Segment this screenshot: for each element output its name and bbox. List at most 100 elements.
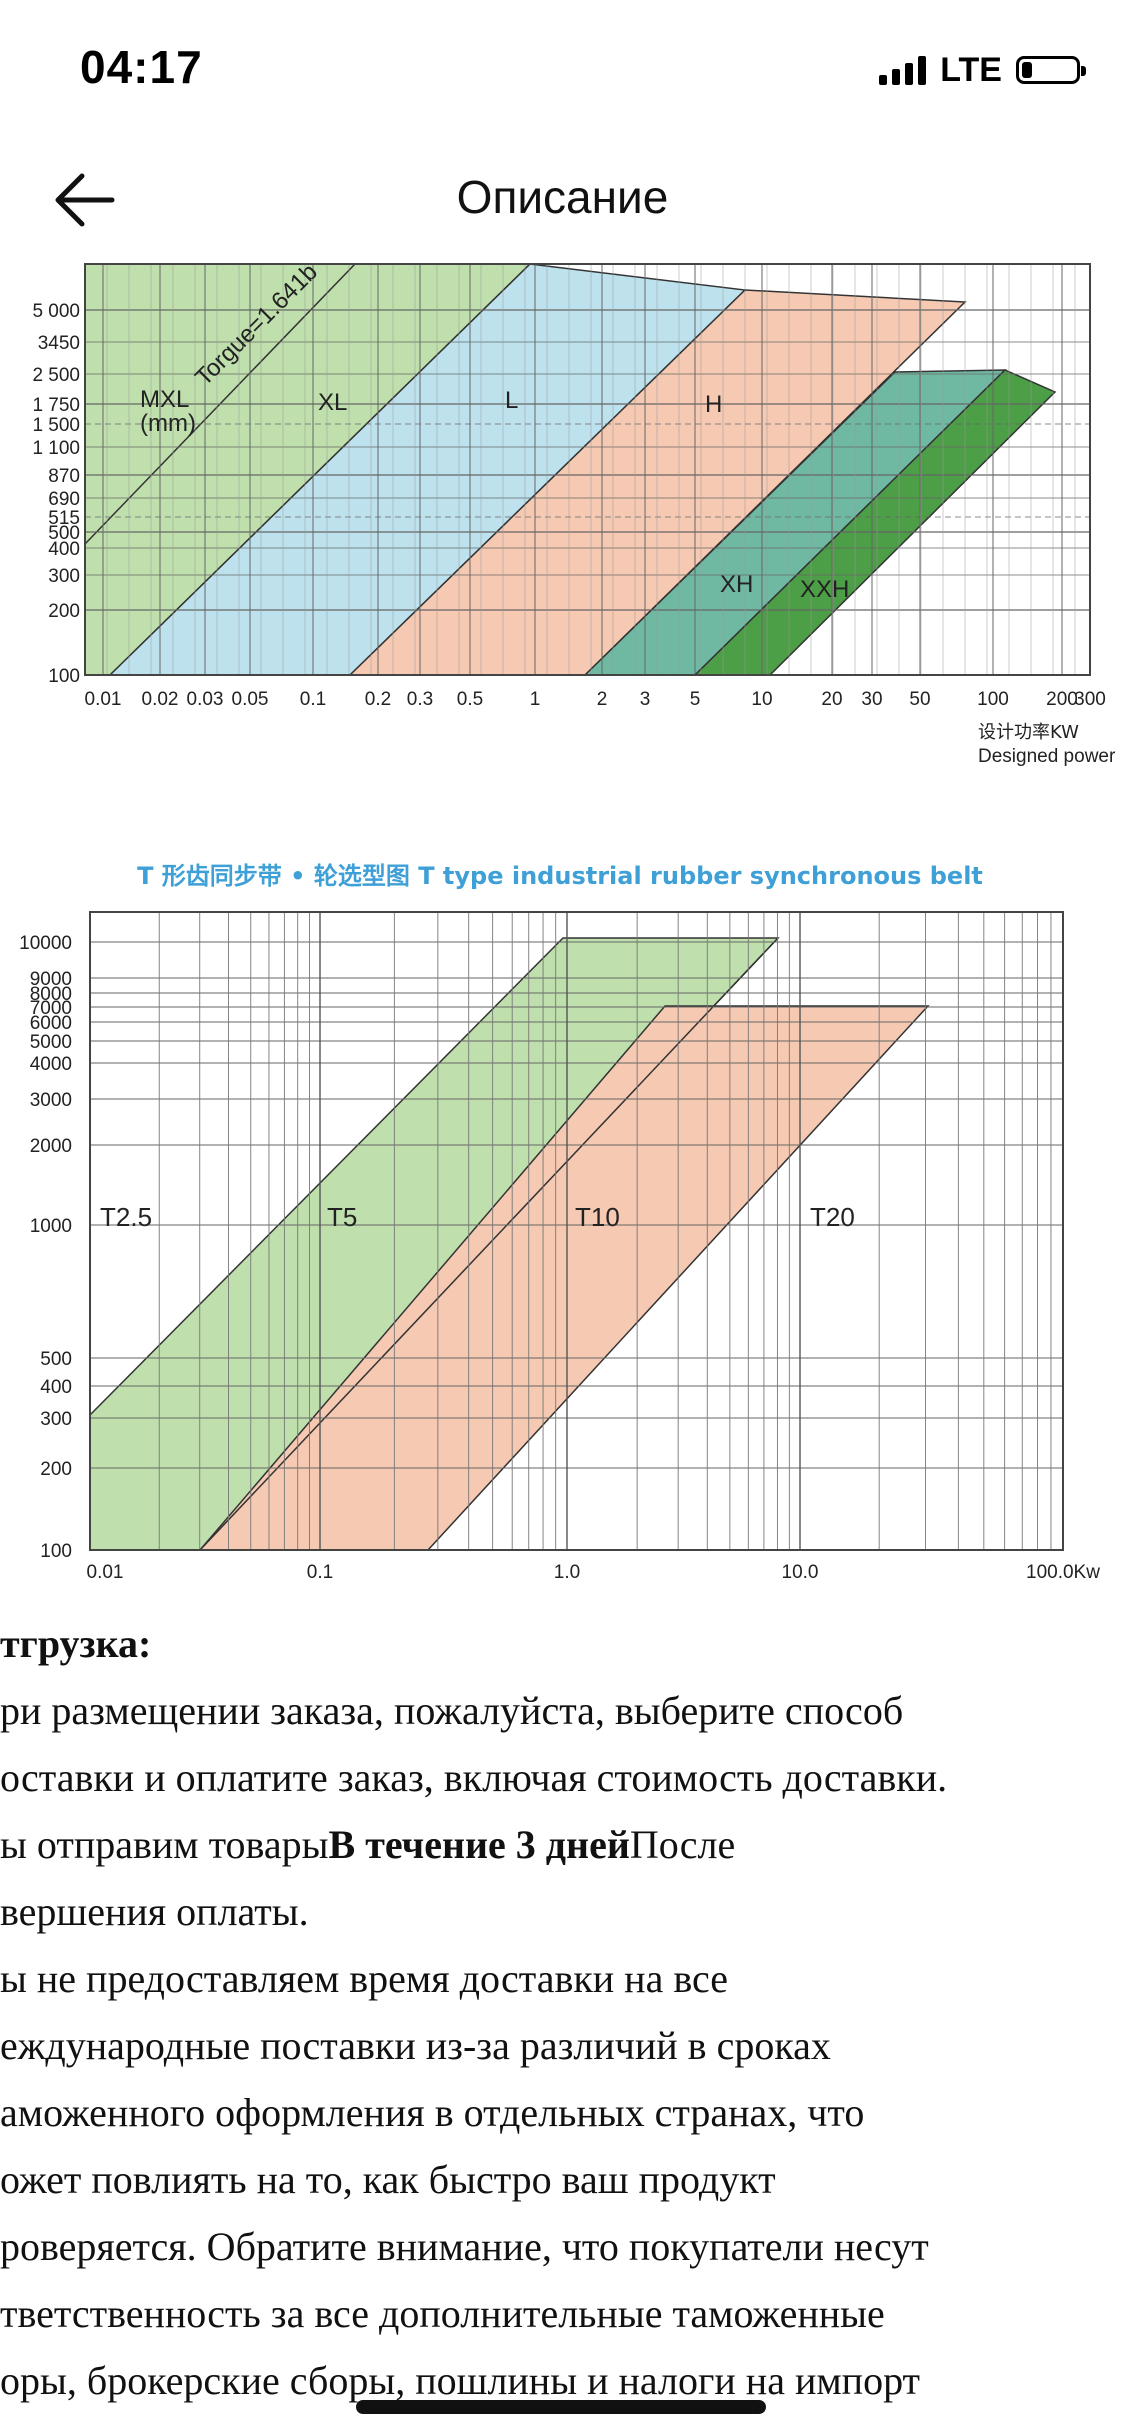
y-tick-label: 3450 — [38, 333, 80, 354]
band-label: T10 — [575, 1202, 620, 1232]
y-tick-label: 1 750 — [32, 395, 80, 416]
y-tick-label: 690 — [48, 489, 80, 510]
x-tick-label: 2 — [597, 689, 608, 710]
y-tick-label: 100 — [48, 666, 80, 687]
band-label: L — [505, 387, 518, 414]
band-label: H — [705, 391, 722, 418]
x-tick-label: 0.03 — [187, 689, 224, 710]
text-line: роверяется. Обратите внимание, что покуп… — [0, 2224, 929, 2269]
x-tick-label: 0.1 — [307, 1562, 333, 1583]
y-tick-label: 300 — [40, 1409, 72, 1430]
y-tick-label: 5000 — [30, 1032, 72, 1053]
text-line: оставки и оплатите заказ, включая стоимо… — [0, 1755, 948, 1800]
status-time: 04:17 — [80, 41, 203, 93]
shipping-description: тгрузка: ри размещении заказа, пожалуйст… — [0, 1610, 1125, 2436]
text-line: ожет повлиять на то, как быстро ваш прод… — [0, 2157, 776, 2202]
text-line: еждународные поставки из-за различий в с… — [0, 2023, 831, 2068]
x-tick-label: 200 — [1046, 689, 1078, 710]
y-tick-label: 870 — [48, 466, 80, 487]
x-tick-label: 0.2 — [365, 689, 391, 710]
text-line: вершения оплаты. — [0, 1889, 309, 1934]
y-tick-label: 1 500 — [32, 415, 80, 436]
page-title: Описание — [456, 171, 669, 223]
y-tick-label: 100 — [40, 1541, 72, 1562]
battery-icon — [1016, 56, 1086, 84]
x-axis-label-en: Designed power — [978, 746, 1116, 767]
text-line: ы отправим товарыВ течение 3 днейПосле — [0, 1811, 1125, 1878]
y-tick-label: 400 — [48, 539, 80, 560]
y-tick-label: 400 — [40, 1377, 72, 1398]
y-tick-label: 10000 — [19, 933, 72, 954]
text-line: оры, брокерские сборы, пошлины и налоги … — [0, 2358, 921, 2403]
x-tick-label: 1 — [530, 689, 541, 710]
shipping-time-highlight: В течение 3 дней — [328, 1822, 630, 1867]
plot-frame — [89, 911, 1064, 1551]
y-tick-label: 200 — [40, 1459, 72, 1480]
y-tick-label: 8000 — [30, 984, 72, 1005]
signal-icon — [879, 55, 927, 85]
plot-frame — [84, 263, 1091, 676]
band-label: XH — [720, 571, 753, 598]
y-tick-label: 500 — [48, 523, 80, 544]
y-tick-label: 6000 — [30, 1013, 72, 1034]
x-tick-label: 50 — [909, 689, 930, 710]
x-tick-label: 0.05 — [232, 689, 269, 710]
y-tick-label: 515 — [48, 508, 80, 529]
x-tick-label: 0.01 — [87, 1562, 124, 1583]
x-tick-label: 100.0Kw — [1026, 1562, 1100, 1583]
y-tick-label: 4000 — [30, 1054, 72, 1075]
x-tick-label: 1.0 — [554, 1562, 580, 1583]
text-line: ри размещении заказа, пожалуйста, выбери… — [0, 1688, 904, 1733]
x-axis-label-cn: 设计功率KW — [978, 722, 1079, 743]
x-tick-label: 30 — [861, 689, 882, 710]
x-tick-label: 300 — [1074, 689, 1106, 710]
band-label: T20 — [810, 1202, 855, 1232]
shipping-heading: тгрузка: — [0, 1621, 152, 1666]
y-tick-label: 2000 — [30, 1136, 72, 1157]
text-span: После — [629, 1822, 736, 1867]
belt-selection-chart-2: T 形齿同步带 • 轮选型图 T type industrial rubber … — [19, 862, 1100, 1583]
y-tick-label: 200 — [48, 601, 80, 622]
x-tick-label: 10.0 — [782, 1562, 819, 1583]
text-span: ы отправим товары — [0, 1822, 329, 1867]
x-tick-label: 100 — [977, 689, 1009, 710]
band-edge — [199, 937, 779, 1551]
text-line: аможенного оформления в отдельных страна… — [0, 2090, 865, 2135]
y-tick-label: 2 500 — [32, 365, 80, 386]
x-tick-label: 0.5 — [457, 689, 483, 710]
status-icons: LTE — [879, 48, 1086, 92]
band-label: XXH — [800, 576, 849, 603]
y-tick-label: 300 — [48, 566, 80, 587]
x-tick-label: 0.01 — [85, 689, 122, 710]
x-tick-label: 0.3 — [407, 689, 433, 710]
y-tick-label: 9000 — [30, 969, 72, 990]
band-label: T5 — [327, 1202, 357, 1232]
y-tick-label: 1 100 — [32, 438, 80, 459]
network-type: LTE — [940, 50, 1002, 89]
home-indicator — [356, 2400, 766, 2414]
chart2-title: T 形齿同步带 • 轮选型图 T type industrial rubber … — [137, 862, 983, 890]
band-label: MXL — [140, 386, 189, 413]
battery-level — [1022, 62, 1033, 78]
arrow-left-icon — [55, 173, 115, 227]
y-tick-label: 3000 — [30, 1090, 72, 1111]
back-button[interactable] — [50, 170, 120, 230]
x-tick-label: 0.02 — [142, 689, 179, 710]
nav-bar: Описание — [0, 140, 1125, 260]
text-line: ы не предоставляем время доставки на все — [0, 1956, 728, 2001]
x-tick-label: 5 — [690, 689, 701, 710]
band-label: T2.5 — [100, 1202, 152, 1232]
band-label: XL — [318, 389, 347, 416]
x-tick-label: 3 — [640, 689, 651, 710]
y-tick-label: 5 000 — [32, 301, 80, 322]
x-tick-label: 0.1 — [300, 689, 326, 710]
text-line: тветственность за все дополнительные там… — [0, 2291, 885, 2336]
y-tick-label: 1000 — [30, 1216, 72, 1237]
band-label: (mm) — [140, 410, 196, 437]
x-tick-label: 10 — [751, 689, 772, 710]
x-tick-label: 20 — [821, 689, 842, 710]
y-tick-label: 500 — [40, 1349, 72, 1370]
status-bar: 04:17 LTE — [0, 0, 1125, 140]
y-tick-label: 7000 — [30, 998, 72, 1019]
